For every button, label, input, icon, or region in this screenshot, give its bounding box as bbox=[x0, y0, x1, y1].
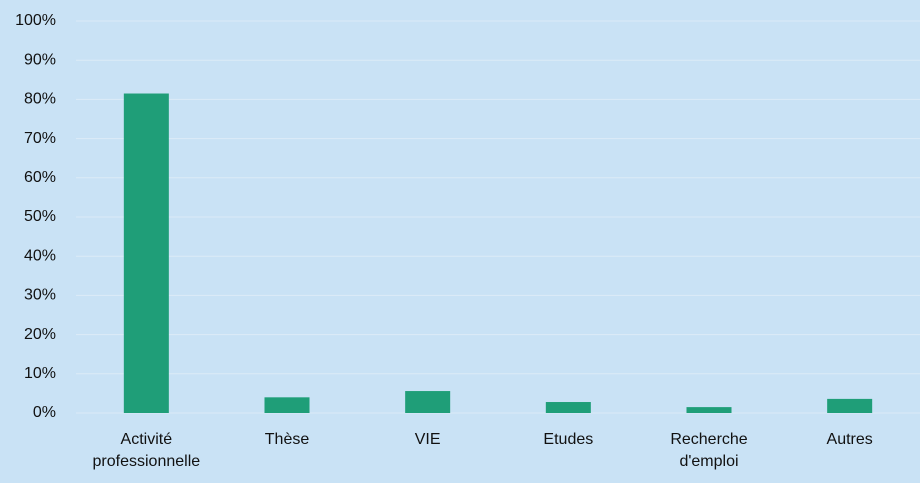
bar bbox=[405, 391, 451, 413]
bar bbox=[686, 407, 732, 413]
x-tick-label: Activité professionnelle bbox=[92, 431, 201, 470]
bar bbox=[827, 398, 873, 413]
y-tick-label: 100% bbox=[15, 12, 56, 29]
y-tick-label: 20% bbox=[24, 326, 56, 343]
y-tick-label: 90% bbox=[24, 51, 56, 68]
x-tick-label: Thèse bbox=[264, 431, 310, 448]
bar bbox=[264, 397, 310, 413]
x-tick-label: Recherche d'emploi bbox=[670, 431, 748, 470]
y-tick-label: 80% bbox=[24, 91, 56, 108]
bar bbox=[123, 93, 169, 414]
y-tick-label: 50% bbox=[24, 208, 56, 225]
x-tick-label: Autres bbox=[826, 431, 873, 448]
y-tick-label: 10% bbox=[24, 365, 56, 382]
y-tick-label: 0% bbox=[33, 404, 56, 421]
y-tick-label: 70% bbox=[24, 130, 56, 147]
bar bbox=[545, 402, 591, 413]
y-tick-label: 40% bbox=[24, 247, 56, 264]
x-tick-label: Etudes bbox=[543, 431, 594, 448]
y-tick-label: 30% bbox=[24, 287, 56, 304]
y-tick-label: 60% bbox=[24, 169, 56, 186]
x-tick-label: VIE bbox=[414, 431, 441, 448]
